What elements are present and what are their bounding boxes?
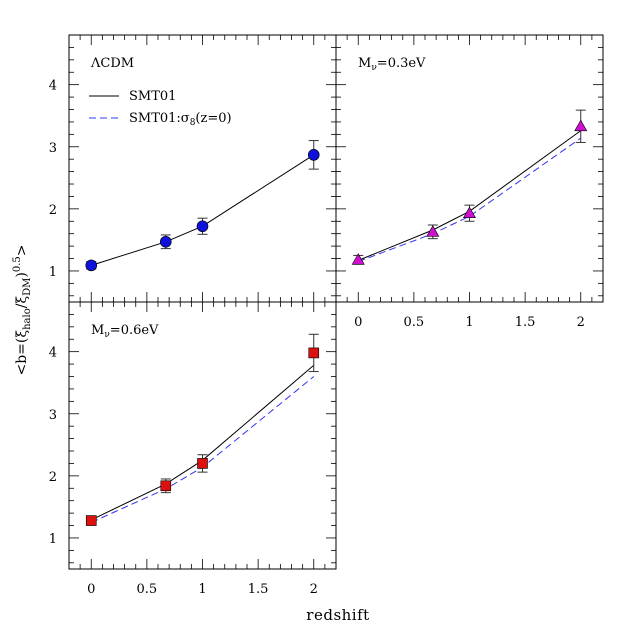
y-tick-label: 4 (49, 79, 57, 94)
x-tick-label: 1.5 (248, 582, 269, 597)
x-tick-label: 2 (310, 582, 318, 597)
data-point (308, 347, 320, 359)
panel-label: ΛCDM (90, 56, 134, 71)
y-tick-label: 3 (49, 408, 57, 423)
x-tick-label: 1 (198, 582, 206, 597)
solid-model-line (91, 364, 315, 521)
x-tick-label: 1 (465, 315, 473, 330)
y-tick-label: 1 (49, 532, 57, 547)
data-point (85, 259, 98, 272)
solid-model-line (91, 154, 315, 266)
dashed-model-line (358, 137, 582, 263)
panel-bottom-left: 1 2 3 4 0 0.5 1 1.5 2 Mν=0.6eV (49, 301, 337, 597)
data-point (196, 220, 209, 233)
data-point (351, 253, 365, 265)
y-axis-title: <b=(ξhalo/ξDM)0.5> (12, 244, 33, 375)
panel-label: Mν=0.3eV (358, 56, 426, 73)
x-tick-label: 0 (354, 315, 362, 330)
x-tick-label: 0 (87, 582, 95, 597)
panel-frame (335, 34, 604, 303)
legend-solid-label: SMT01 (129, 89, 176, 104)
y-tick-label: 2 (49, 470, 57, 485)
y-tick-label: 3 (49, 141, 57, 156)
panel-label: Mν=0.6eV (91, 323, 159, 340)
data-point (160, 480, 172, 492)
panel-frame (68, 34, 337, 303)
x-tick-label: 2 (577, 315, 585, 330)
data-point (462, 206, 477, 219)
data-point (426, 225, 440, 237)
legend-dashed-label: SMT01:σ8(z=0) (129, 111, 232, 128)
panel-frame (68, 301, 337, 570)
y-tick-label: 4 (49, 346, 57, 361)
x-tick-label: 0.5 (137, 582, 158, 597)
y-tick-label: 1 (49, 265, 57, 280)
x-axis-title: redshift (306, 606, 369, 624)
dashed-model-line (91, 376, 315, 523)
y-tick-label: 2 (49, 203, 57, 218)
solid-model-line (358, 130, 582, 261)
data-point (574, 119, 588, 132)
data-point (197, 458, 208, 469)
data-point (85, 515, 97, 526)
panel-top-right: 0 0.5 1 1.5 2 Mν=0.3eV (335, 34, 604, 330)
x-tick-label: 0.5 (404, 315, 425, 330)
x-tick-label: 1.5 (515, 315, 536, 330)
data-point (159, 235, 172, 248)
panel-top-left: 1 2 3 4 ΛCDM SMT01 SMT01:σ8(z=0) (49, 34, 337, 303)
data-point (307, 149, 320, 161)
